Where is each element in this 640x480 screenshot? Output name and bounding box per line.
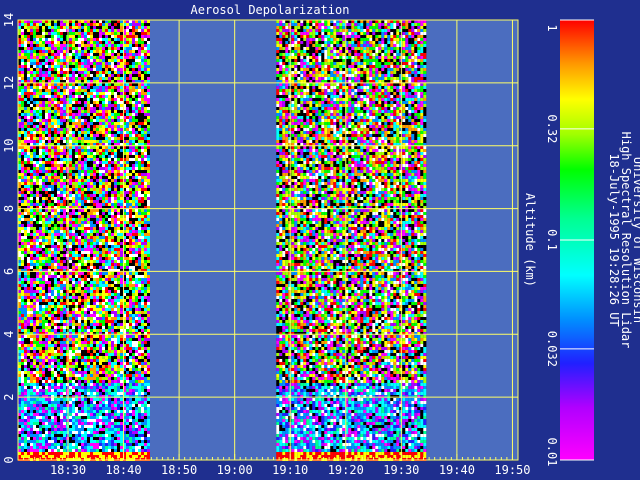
- x-tick-label: 19:00: [217, 463, 253, 477]
- y-axis-ticks: 0 2 4 6 8 10 12 14: [2, 13, 16, 464]
- y-tick-label: 4: [2, 331, 16, 338]
- chart-title: Aerosol Depolarization: [191, 3, 350, 17]
- x-tick-label: 19:20: [328, 463, 364, 477]
- annotation-block: University of Wisconsin High Spectral Re…: [607, 132, 640, 349]
- colorbar-tick-label: 1: [545, 24, 559, 31]
- grid-lines: [17, 19, 519, 461]
- y-tick-label: 0: [2, 456, 16, 463]
- annotation-university: University of Wisconsin: [631, 157, 640, 323]
- y-tick-label: 10: [2, 138, 16, 152]
- x-axis-ticks: 18:30 18:40 18:50 19:00 19:10 19:20 19:30 19:40…: [17, 454, 531, 477]
- colorbar-tick-label: 0.32: [545, 114, 559, 143]
- y-tick-label: 14: [2, 13, 16, 27]
- y-tick-label: 8: [2, 205, 16, 212]
- x-tick-label: 18:50: [161, 463, 197, 477]
- x-tick-label: 18:40: [105, 463, 141, 477]
- colorbar-tick-label: 0.1: [545, 229, 559, 251]
- colorbar-tick-label: 0.032: [545, 331, 559, 367]
- y-tick-label: 6: [2, 268, 16, 275]
- x-tick-label: 19:40: [439, 463, 475, 477]
- colorbar-ticks: 1 0.32 0.1 0.032 0.01: [545, 19, 594, 467]
- heatmap-segment-1: [18, 20, 150, 461]
- y-axis-label: Altitude (km): [523, 193, 537, 287]
- x-tick-label: 18:30: [50, 463, 86, 477]
- annotation-instrument: High Spectral Resolution Lidar: [619, 132, 633, 349]
- y-tick-label: 2: [2, 394, 16, 401]
- annotation-datetime: 18-July-1995 19:28:26 UT: [607, 153, 621, 326]
- heatmap-segment-2: [276, 20, 427, 461]
- x-tick-label: 19:50: [494, 463, 530, 477]
- x-tick-label: 19:30: [383, 463, 419, 477]
- depolarization-heatmap: [18, 20, 427, 461]
- colorbar-tick-label: 0.01: [545, 438, 559, 467]
- x-tick-label: 19:10: [272, 463, 308, 477]
- y-tick-label: 12: [2, 76, 16, 90]
